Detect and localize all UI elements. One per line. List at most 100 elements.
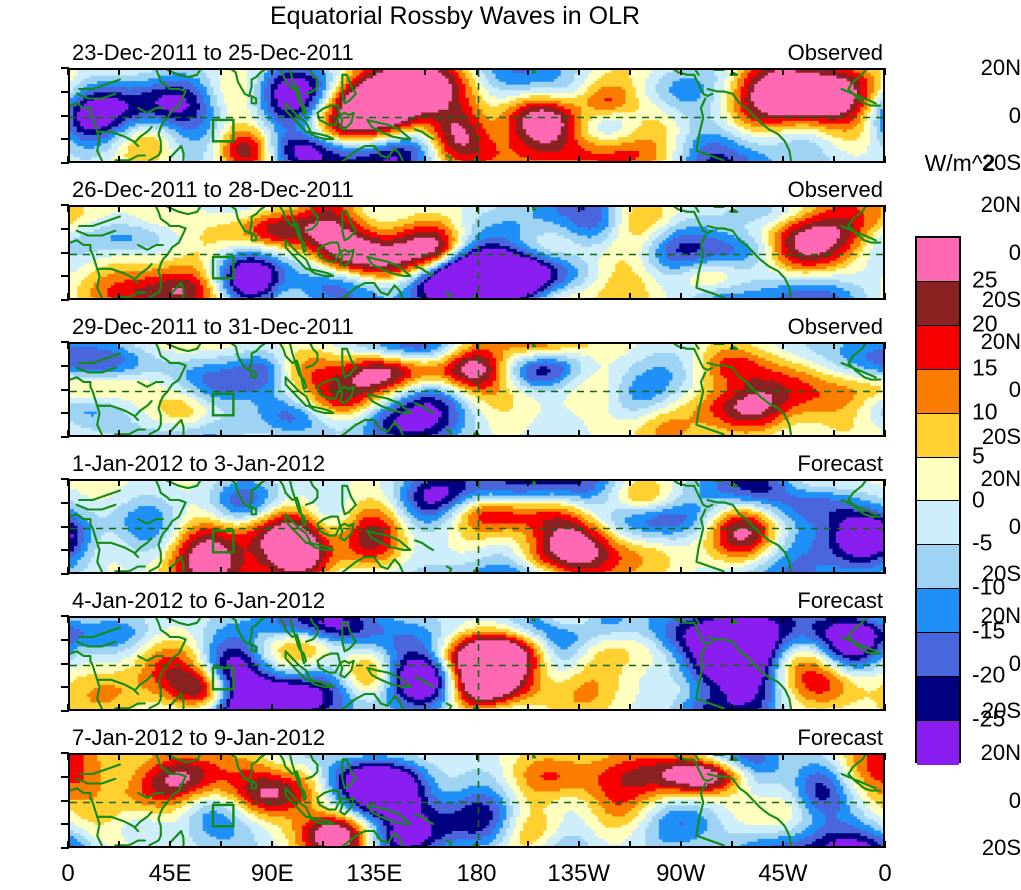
y-axis-tick (61, 799, 69, 802)
x-axis-tick (679, 479, 682, 486)
x-axis-tick (67, 205, 69, 212)
x-axis-tick (832, 567, 835, 574)
x-axis-tick (220, 156, 223, 163)
x-axis-tick (169, 205, 172, 212)
x-axis-tick (475, 704, 478, 711)
colorbar-tick-label: -10 (972, 573, 1006, 600)
x-axis-tick (322, 293, 325, 300)
map-panel-2: 26-Dec-2011 to 28-Dec-2011 Observed (68, 177, 885, 300)
x-axis-tick (730, 293, 733, 300)
x-axis-tick (322, 704, 325, 711)
colorbar-band (917, 413, 959, 458)
x-tick-label: 90E (250, 860, 294, 887)
y-tick-label: 20S (981, 287, 1021, 312)
x-axis-tick (884, 156, 886, 163)
x-axis-tick (832, 479, 835, 486)
map-panel-5: 4-Jan-2012 to 6-Jan-2012 Forecast (68, 588, 885, 711)
x-axis-tick (577, 68, 580, 75)
y-axis-tick (61, 138, 69, 141)
colorbar-band (917, 238, 959, 282)
x-axis-tick (220, 68, 223, 75)
x-axis-tick (67, 567, 69, 574)
x-axis-tick (169, 616, 172, 623)
x-axis-tick (373, 293, 376, 300)
contour-field (68, 205, 885, 300)
x-axis-tick (730, 430, 733, 437)
y-tick-label: 20S (981, 424, 1021, 449)
panel-date-label: 4-Jan-2012 to 6-Jan-2012 (72, 588, 326, 613)
x-axis-tick (526, 68, 529, 75)
x-axis-tick (271, 704, 274, 711)
x-axis-tick (884, 704, 886, 711)
y-axis-tick (61, 775, 69, 778)
colorbar-tick-label: 10 (972, 398, 998, 425)
x-axis-tick (220, 753, 223, 760)
x-axis-tick (577, 479, 580, 486)
x-axis-tick (628, 68, 631, 75)
x-axis-tick (781, 205, 784, 212)
colorbar-band (917, 369, 959, 414)
colorbar-tick-label: 15 (972, 354, 998, 381)
x-axis-tick (424, 156, 427, 163)
x-axis-tick (220, 841, 223, 848)
y-axis-tick (61, 436, 69, 438)
x-axis-tick (832, 430, 835, 437)
x-axis-tick (628, 479, 631, 486)
x-axis-tick (118, 342, 121, 349)
x-axis-tick (169, 567, 172, 574)
x-axis-tick (679, 156, 682, 163)
x-axis-tick (884, 841, 886, 848)
x-axis-tick (220, 430, 223, 437)
x-axis-tick (526, 479, 529, 486)
x-axis-tick (322, 156, 325, 163)
y-axis-tick (61, 525, 69, 528)
x-axis-tick (271, 430, 274, 437)
x-axis-tick (577, 430, 580, 437)
x-axis-tick (67, 479, 69, 486)
y-axis-tick (61, 251, 69, 254)
x-axis-tick (526, 567, 529, 574)
x-axis-tick (884, 479, 886, 486)
x-axis-tick (526, 430, 529, 437)
x-axis-tick (679, 841, 682, 848)
x-axis-tick (271, 68, 274, 75)
y-axis-tick (61, 90, 69, 93)
x-axis-tick (475, 567, 478, 574)
x-axis-tick (628, 205, 631, 212)
x-tick-label: 135E (346, 860, 403, 887)
panel-date-label: 7-Jan-2012 to 9-Jan-2012 (72, 725, 326, 750)
x-axis-tick (118, 430, 121, 437)
x-axis-tick (679, 430, 682, 437)
y-axis-tick (61, 573, 69, 575)
x-axis-tick (475, 156, 478, 163)
y-axis-tick (61, 299, 69, 301)
x-axis-tick (67, 430, 69, 437)
x-axis-tick (730, 205, 733, 212)
x-axis-tick (271, 342, 274, 349)
x-axis-tick (781, 616, 784, 623)
x-axis-tick (884, 342, 886, 349)
x-axis-tick (526, 841, 529, 848)
x-axis-tick (373, 430, 376, 437)
x-axis-tick (118, 156, 121, 163)
x-axis-tick (373, 205, 376, 212)
y-tick-label: 0 (1008, 787, 1021, 813)
x-axis-tick (679, 704, 682, 711)
x-axis-tick (526, 342, 529, 349)
x-axis-tick (424, 68, 427, 75)
y-axis-tick (61, 823, 69, 826)
x-axis-tick (67, 68, 69, 75)
y-tick-label: 20S (981, 150, 1021, 175)
x-axis-tick (628, 704, 631, 711)
x-axis-tick (781, 68, 784, 75)
x-axis-tick (169, 156, 172, 163)
colorbar (915, 236, 961, 765)
x-axis-tick (884, 430, 886, 437)
y-axis-tick (61, 501, 69, 504)
x-axis-tick (781, 156, 784, 163)
x-axis-tick (884, 293, 886, 300)
colorbar-tick-label: -25 (972, 705, 1006, 732)
x-axis-tick (526, 616, 529, 623)
x-axis-tick (169, 479, 172, 486)
x-tick-label: 45W (758, 860, 808, 887)
